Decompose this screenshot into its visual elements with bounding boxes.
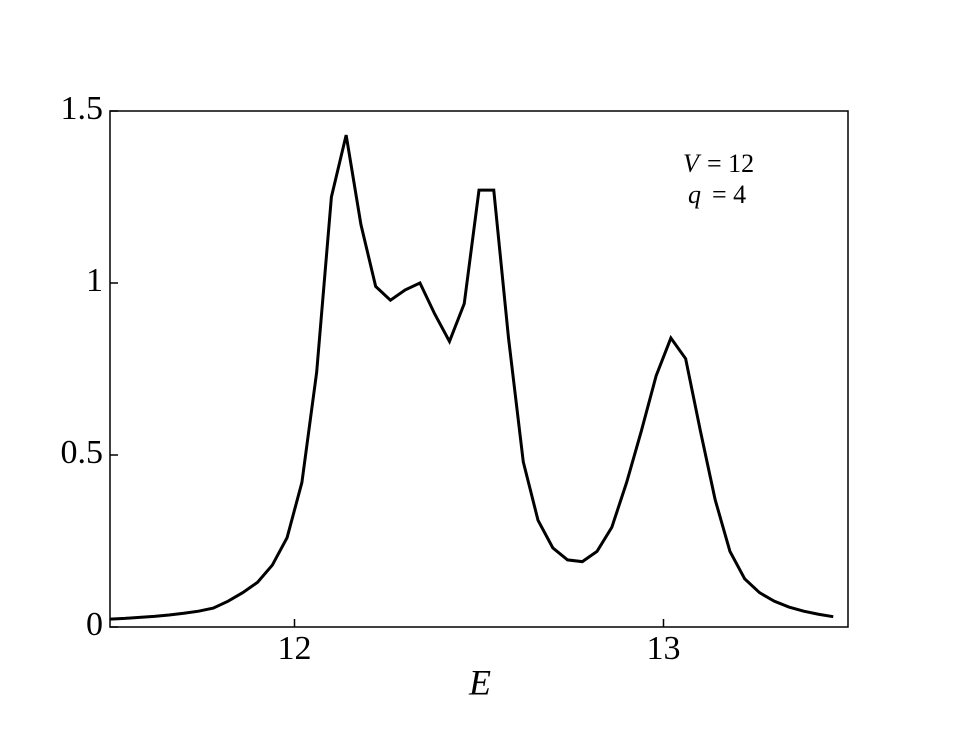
annotation-symbol: q: [688, 180, 701, 209]
y-tick-label: 0.5: [61, 434, 104, 471]
x-tick-label: 12: [278, 630, 312, 667]
y-tick-label: 1.5: [61, 90, 104, 127]
data-line: [109, 134, 834, 621]
x-axis-label: E: [468, 662, 491, 702]
plot-frame: [109, 110, 849, 628]
annotation-symbol: V: [683, 149, 702, 178]
annotation-text: = 4: [712, 180, 746, 209]
y-tick-label: 1: [86, 262, 103, 299]
x-tick-label: 13: [647, 630, 681, 667]
annotation-text: = 12: [707, 149, 754, 178]
y-tick-label: 0: [86, 606, 103, 643]
